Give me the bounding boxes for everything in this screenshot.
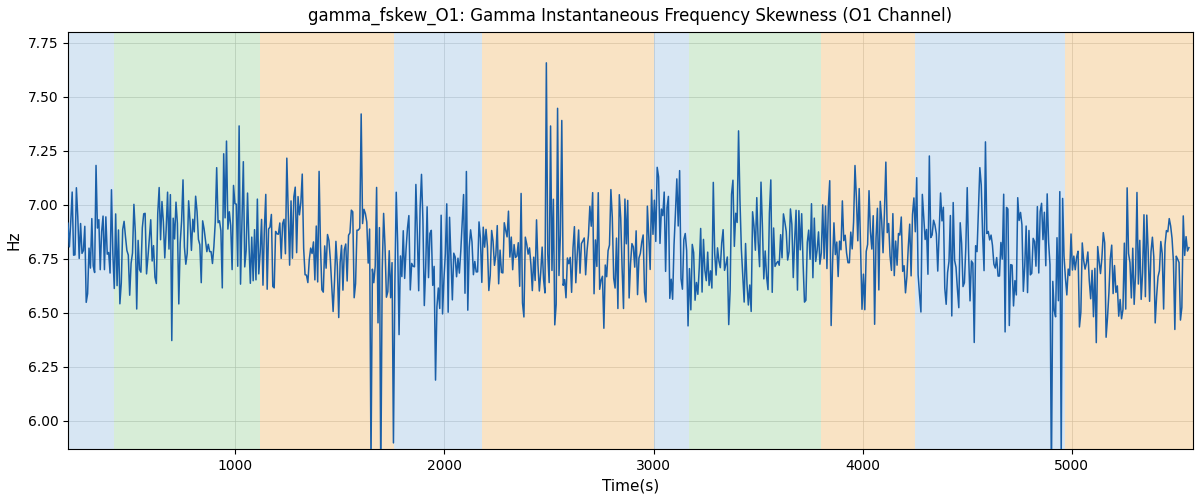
Bar bbox=[654, 32, 689, 449]
Bar bbox=[1066, 32, 1193, 449]
Bar bbox=[914, 32, 1066, 449]
X-axis label: Time(s): Time(s) bbox=[602, 478, 659, 493]
Y-axis label: Hz: Hz bbox=[7, 230, 22, 250]
Bar bbox=[689, 32, 821, 449]
Bar bbox=[482, 32, 654, 449]
Bar bbox=[395, 32, 482, 449]
Title: gamma_fskew_O1: Gamma Instantaneous Frequency Skewness (O1 Channel): gamma_fskew_O1: Gamma Instantaneous Freq… bbox=[308, 7, 953, 25]
Bar bbox=[68, 32, 114, 449]
Bar bbox=[260, 32, 395, 449]
Bar bbox=[114, 32, 260, 449]
Bar bbox=[821, 32, 914, 449]
